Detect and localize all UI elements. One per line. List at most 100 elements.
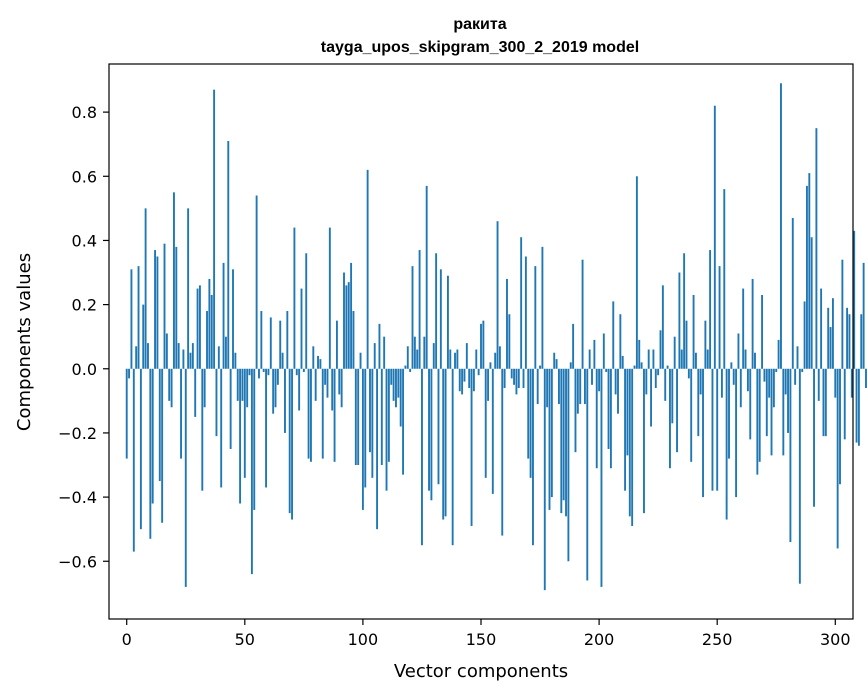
bar-32 <box>201 368 204 491</box>
bar-65 <box>279 320 282 369</box>
bar-301 <box>836 368 839 549</box>
bar-9 <box>147 343 149 369</box>
bar-282 <box>791 217 794 369</box>
bar-115 <box>397 368 400 398</box>
bar-151 <box>482 320 485 369</box>
bar-84 <box>324 368 327 385</box>
bar-90 <box>338 368 341 395</box>
bar-147 <box>472 368 475 392</box>
x-tick-label: 150 <box>466 630 497 649</box>
bar-87 <box>331 368 334 411</box>
bar-29 <box>194 368 197 417</box>
bar-285 <box>798 368 801 584</box>
bar-184 <box>560 368 563 514</box>
bar-201 <box>600 368 603 587</box>
bar-209 <box>619 314 622 369</box>
bar-231 <box>671 368 674 424</box>
bar-79 <box>312 346 315 369</box>
bar-270 <box>763 368 766 382</box>
bar-213 <box>628 368 631 517</box>
bar-206 <box>612 301 615 369</box>
bar-254 <box>725 368 728 520</box>
bar-128 <box>428 368 430 491</box>
bar-242 <box>697 368 700 437</box>
bar-117 <box>402 368 404 475</box>
bar-189 <box>572 323 575 369</box>
bar-110 <box>385 368 388 491</box>
bar-154 <box>489 362 492 369</box>
bar-152 <box>484 368 487 478</box>
bar-140 <box>456 349 459 369</box>
bar-272 <box>768 368 771 398</box>
bar-71 <box>293 227 296 369</box>
bar-83 <box>321 368 324 459</box>
bar-252 <box>720 368 723 398</box>
bar-50 <box>243 368 246 478</box>
bar-236 <box>683 253 686 369</box>
y-tick-label: 0.8 <box>72 103 97 122</box>
bar-193 <box>581 259 584 369</box>
bar-277 <box>780 83 782 369</box>
bar-158 <box>498 346 501 369</box>
bar-241 <box>694 352 697 369</box>
bar-127 <box>425 185 428 369</box>
y-tick-label: −0.6 <box>58 552 97 571</box>
bar-55 <box>255 195 258 369</box>
bar-129 <box>430 368 433 501</box>
bar-43 <box>227 140 230 369</box>
bar-107 <box>378 323 381 369</box>
y-axis-ticks: −0.6 −0.4 −0.2 0.0 0.2 0.4 0.6 0.8 <box>58 103 109 571</box>
bar-76 <box>305 253 308 369</box>
bar-230 <box>669 368 671 469</box>
bar-86 <box>328 227 331 369</box>
bar-273 <box>770 368 773 456</box>
bar-20 <box>173 192 175 369</box>
bar-157 <box>496 221 499 369</box>
bar-243 <box>699 368 702 395</box>
x-tick-label: 100 <box>348 630 379 649</box>
bar-26 <box>187 208 190 369</box>
bar-261 <box>742 288 745 369</box>
bar-266 <box>754 352 756 369</box>
bar-120 <box>409 368 412 372</box>
bar-219 <box>643 368 645 514</box>
bar-308 <box>853 230 856 369</box>
bar-256 <box>730 362 733 369</box>
bar-108 <box>380 368 383 466</box>
bar-310 <box>857 368 860 446</box>
bar-300 <box>834 368 837 398</box>
bar-116 <box>399 368 402 427</box>
bar-88 <box>333 368 336 462</box>
bar-305 <box>846 307 849 369</box>
bar-113 <box>392 368 395 401</box>
bar-309 <box>855 368 858 443</box>
bar-279 <box>784 368 787 395</box>
bar-13 <box>156 256 159 369</box>
bar-194 <box>583 368 586 405</box>
bar-53 <box>250 368 253 575</box>
bar-197 <box>591 368 593 385</box>
bar-4 <box>135 346 138 369</box>
bar-7 <box>142 304 145 369</box>
bar-24 <box>182 349 185 369</box>
bar-255 <box>728 368 730 459</box>
bar-18 <box>168 368 171 401</box>
bar-283 <box>794 368 797 385</box>
bar-280 <box>787 368 789 433</box>
bar-93 <box>345 285 348 369</box>
bar-212 <box>626 368 629 456</box>
bar-89 <box>335 320 338 369</box>
bar-192 <box>579 368 582 405</box>
bar-31 <box>198 285 201 369</box>
bar-149 <box>477 368 480 376</box>
bar-156 <box>494 352 497 369</box>
bar-27 <box>189 352 192 369</box>
bar-216 <box>635 176 638 369</box>
bar-102 <box>366 169 369 369</box>
bar-221 <box>647 349 650 369</box>
bar-42 <box>224 336 227 369</box>
bar-66 <box>281 352 284 369</box>
bar-132 <box>437 368 440 485</box>
bar-186 <box>565 368 567 517</box>
bar-180 <box>550 368 553 498</box>
